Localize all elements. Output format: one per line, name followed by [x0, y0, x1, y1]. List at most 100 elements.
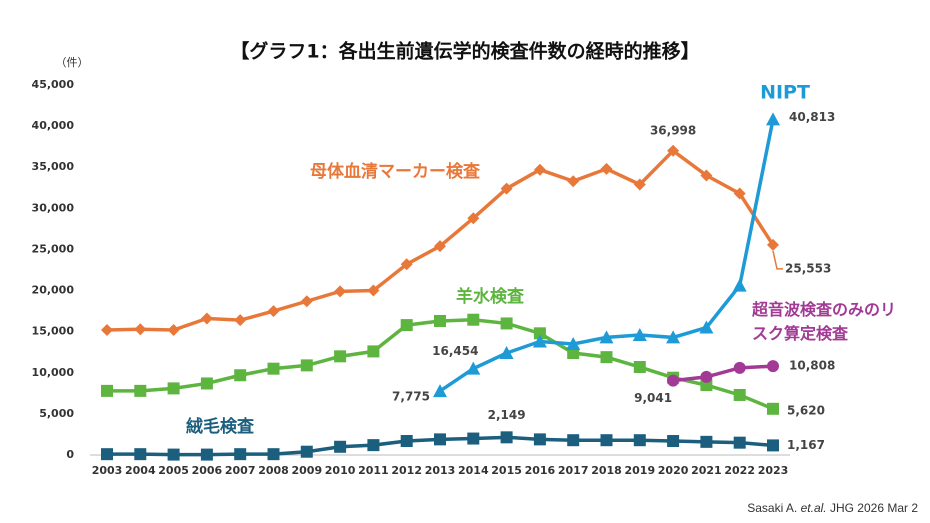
marker	[267, 305, 280, 318]
marker	[767, 439, 779, 452]
marker	[134, 323, 147, 336]
x-tick-label: 2012	[391, 464, 422, 477]
marker	[433, 384, 447, 398]
series-label: 絨毛検査	[186, 416, 255, 437]
marker	[267, 362, 280, 375]
marker	[767, 360, 779, 373]
marker	[667, 435, 680, 448]
marker	[134, 448, 147, 461]
marker	[633, 434, 646, 447]
source: Sasaki A. et.al. JHG 2026 Mar 2	[747, 501, 918, 515]
marker	[533, 163, 546, 176]
marker	[667, 144, 680, 157]
x-tick-label: 2021	[691, 464, 722, 477]
marker	[334, 285, 347, 298]
marker	[400, 435, 413, 448]
data-label: 5,620	[787, 403, 825, 417]
marker	[700, 370, 713, 383]
marker	[367, 345, 380, 358]
series-label: NIPT	[760, 82, 810, 104]
y-tick-label: 5,000	[39, 407, 74, 420]
x-tick-label: 2011	[358, 464, 389, 477]
data-label: 25,553	[785, 261, 831, 275]
marker	[367, 284, 380, 297]
marker	[467, 313, 480, 326]
marker	[500, 182, 513, 195]
marker	[467, 432, 480, 445]
chart-title: 【グラフ1：各出生前遺伝学的検査件数の経時的推移】	[230, 40, 699, 63]
marker	[533, 433, 546, 446]
marker	[300, 295, 313, 308]
marker	[733, 388, 746, 401]
marker	[567, 434, 580, 447]
y-tick-label: 20,000	[32, 284, 75, 297]
marker	[234, 369, 247, 382]
series-line	[439, 119, 775, 393]
marker	[334, 440, 347, 453]
marker	[434, 433, 446, 446]
marker	[633, 361, 646, 374]
y-tick-label: 35,000	[32, 160, 75, 173]
marker	[767, 402, 779, 415]
marker	[167, 382, 180, 395]
x-tick-label: 2018	[591, 464, 622, 477]
marker	[632, 327, 647, 341]
marker	[600, 351, 613, 364]
series-line	[672, 364, 774, 383]
marker	[566, 337, 581, 350]
marker	[733, 361, 746, 374]
marker	[234, 448, 247, 461]
x-tick-label: 2022	[724, 464, 755, 477]
data-label: 10,808	[789, 359, 835, 373]
marker	[101, 324, 113, 337]
marker	[699, 320, 714, 334]
x-tick-label: 2010	[325, 464, 356, 477]
marker	[567, 175, 580, 188]
x-tick-label: 2017	[558, 464, 589, 477]
x-tick-label: 2019	[624, 464, 655, 477]
source-text: et.al.	[800, 501, 827, 515]
y-tick-label: 40,000	[32, 119, 75, 132]
marker	[666, 330, 681, 344]
y-tick-label: 25,000	[32, 242, 75, 255]
marker	[101, 448, 113, 461]
data-label: 1,167	[787, 438, 825, 452]
marker	[134, 384, 147, 397]
marker	[434, 240, 446, 253]
marker	[200, 448, 213, 461]
marker	[567, 347, 580, 360]
marker	[334, 350, 347, 363]
marker	[400, 319, 413, 332]
marker	[434, 314, 446, 327]
x-tick-label: 2020	[658, 464, 689, 477]
x-tick-label: 2023	[758, 464, 789, 477]
y-unit: （件）	[56, 56, 89, 69]
data-label: 7,775	[392, 390, 430, 404]
source-text: JHG 2026 Mar 2	[826, 501, 918, 515]
marker	[733, 436, 746, 449]
y-tick-label: 45,000	[32, 78, 75, 91]
y-tick-label: 10,000	[32, 366, 75, 379]
x-tick-label: 2003	[92, 464, 123, 477]
x-tick-label: 2007	[225, 464, 256, 477]
marker	[532, 334, 547, 348]
marker	[767, 238, 779, 251]
x-tick-label: 2014	[458, 464, 489, 477]
x-tick-label: 2009	[291, 464, 322, 477]
marker	[667, 374, 680, 387]
x-tick-label: 2006	[192, 464, 223, 477]
x-tick-label: 2013	[425, 464, 456, 477]
marker	[600, 434, 613, 447]
x-tick-label: 2008	[258, 464, 289, 477]
marker	[466, 361, 481, 375]
data-label: 36,998	[650, 123, 696, 137]
marker	[400, 258, 413, 271]
y-tick-label: 15,000	[32, 325, 75, 338]
marker	[599, 330, 614, 344]
marker	[467, 212, 480, 225]
series-label: 超音波検査のみのリスク算定検査	[752, 300, 897, 343]
source-text: Sasaki A.	[747, 501, 801, 515]
series-label: 母体血清マーカー検査	[310, 161, 481, 182]
marker	[700, 379, 713, 392]
